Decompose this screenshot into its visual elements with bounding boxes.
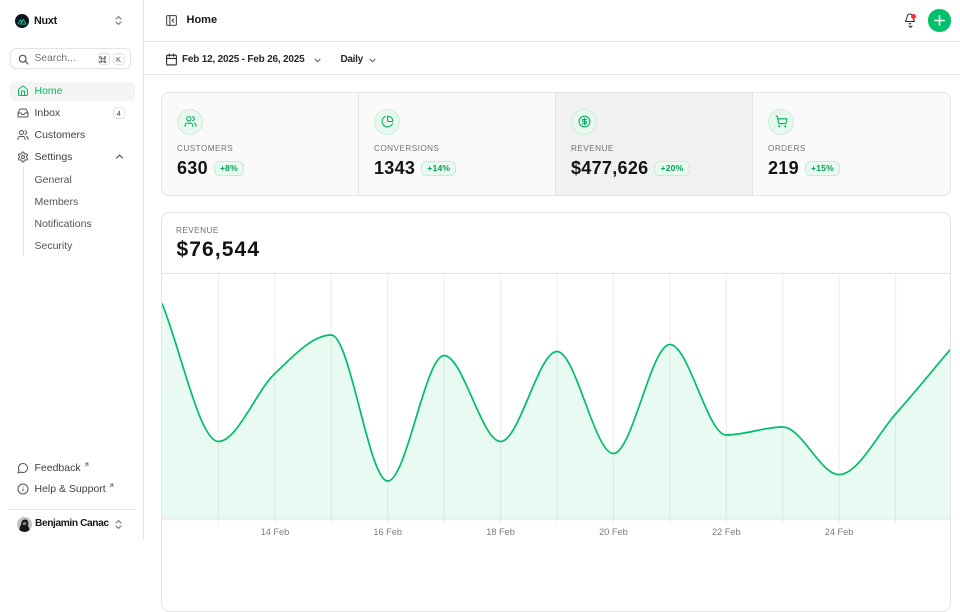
svg-text:18 Feb: 18 Feb [486, 527, 515, 537]
svg-text:16 Feb: 16 Feb [373, 527, 402, 537]
svg-text:22 Feb: 22 Feb [711, 527, 740, 537]
svg-text:24 Feb: 24 Feb [824, 527, 853, 537]
svg-text:14 Feb: 14 Feb [260, 527, 289, 537]
svg-text:20 Feb: 20 Feb [599, 527, 628, 537]
